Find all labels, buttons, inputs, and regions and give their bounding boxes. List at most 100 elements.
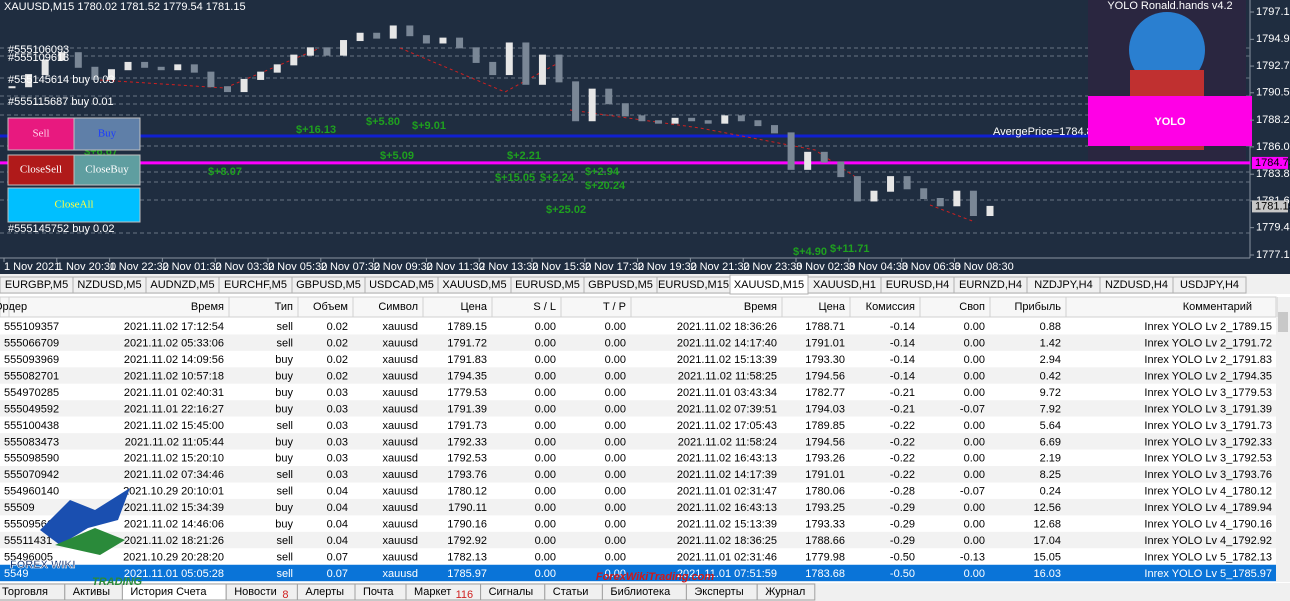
logo-shape [40, 488, 130, 545]
table-cell: -0.07 [960, 403, 985, 415]
table-row[interactable] [0, 482, 1276, 499]
table-cell: 1789.85 [805, 420, 845, 432]
column-header[interactable]: Своп [959, 301, 985, 313]
table-row[interactable] [0, 548, 1276, 565]
table-cell: 2021.11.02 14:09:56 [124, 354, 224, 366]
table-cell: 0.00 [535, 486, 556, 498]
bottom-tab-label[interactable]: Статьи [553, 586, 589, 598]
table-cell: sell [276, 338, 293, 350]
bottom-tab-label[interactable]: Эксперты [694, 586, 743, 598]
column-header[interactable]: Время [744, 301, 777, 313]
symbol-tab-label[interactable]: EURGBP,M5 [5, 279, 68, 291]
table-row[interactable] [0, 383, 1276, 401]
trade-button[interactable] [7, 187, 141, 223]
symbol-tab-label[interactable]: USDJPY,H4 [1180, 279, 1239, 291]
trade-button-label[interactable]: CloseSell [20, 164, 62, 176]
symbol-tab-label[interactable]: NZDUSD,M5 [77, 279, 141, 291]
column-header[interactable]: Символ [378, 301, 418, 313]
symbol-tab-label[interactable]: GBPUSD,M5 [588, 279, 653, 291]
table-row[interactable] [0, 334, 1276, 351]
table-row[interactable] [0, 350, 1276, 368]
bottom-tab-label[interactable]: История Счета [130, 586, 207, 598]
symbol-tab-label[interactable]: XAUUSD,M5 [442, 279, 506, 291]
table-row[interactable] [0, 367, 1276, 384]
trade-button[interactable] [73, 117, 141, 151]
table-row[interactable] [0, 498, 1276, 516]
trade-button[interactable] [7, 154, 75, 186]
table-cell: 2021.11.01 02:31:47 [677, 486, 777, 498]
column-header[interactable]: Комиссия [866, 301, 915, 313]
candle [787, 132, 795, 170]
trade-button-label[interactable]: CloseBuy [85, 164, 129, 176]
symbol-tab-label[interactable]: EURNZD,H4 [959, 279, 1022, 291]
column-header[interactable]: Объем [313, 301, 348, 313]
table-cell: 0.00 [964, 469, 985, 481]
trade-button[interactable] [7, 117, 75, 151]
column-header[interactable]: Цена [819, 301, 846, 313]
table-cell: 2021.11.02 14:46:06 [124, 519, 224, 531]
symbol-tab-label[interactable]: USDCAD,M5 [369, 279, 434, 291]
table-row[interactable] [0, 416, 1276, 434]
table-cell: 2021.11.01 02:31:46 [677, 551, 777, 563]
profit-label: $+11.71 [830, 243, 869, 255]
table-cell: 0.00 [535, 420, 556, 432]
symbol-tab-label[interactable]: EURUSD,M5 [515, 279, 580, 291]
candle [522, 42, 530, 85]
trade-button-label[interactable]: CloseAll [54, 199, 93, 211]
symbol-tab-label[interactable]: EURCHF,M5 [224, 279, 287, 291]
symbol-tab-label[interactable]: XAUUSD,H1 [813, 279, 876, 291]
bottom-tab-label[interactable]: Почта [363, 586, 394, 598]
table-cell: 1791.83 [447, 354, 487, 366]
bottom-tab-label[interactable]: Торговля [2, 586, 48, 598]
bottom-tab-label[interactable]: Библиотека [610, 586, 671, 598]
table-row[interactable] [0, 466, 1276, 483]
table-cell: 55509561 [4, 519, 53, 531]
price-tick-label: 1797.15 [1256, 6, 1290, 18]
scrollbar[interactable] [1276, 297, 1290, 582]
bottom-tab-label[interactable]: Алерты [305, 586, 344, 598]
table-row[interactable] [0, 564, 1276, 582]
trade-button-label[interactable]: Buy [98, 128, 117, 140]
bottom-tab-label[interactable]: Сигналы [489, 586, 534, 598]
column-header[interactable]: S / L [533, 301, 556, 313]
column-header[interactable]: T / P [603, 301, 626, 313]
candle [373, 32, 381, 39]
column-header[interactable]: Комментарий [1183, 301, 1252, 313]
bottom-tab-label[interactable]: Журнал [765, 586, 805, 598]
bottom-tab[interactable] [756, 583, 816, 601]
table-row[interactable] [0, 400, 1276, 417]
table-row[interactable] [0, 318, 1276, 335]
bottom-tab-label[interactable]: Новости [234, 586, 277, 598]
symbol-tab-label[interactable]: AUDNZD,M5 [150, 279, 214, 291]
table-row[interactable] [0, 433, 1276, 450]
table-cell: buy [275, 519, 293, 531]
symbol-tab-label[interactable]: NZDUSD,H4 [1105, 279, 1168, 291]
scroll-thumb[interactable] [1278, 312, 1288, 332]
column-header[interactable]: Тип [275, 301, 293, 313]
symbol-tab[interactable] [1172, 276, 1247, 294]
symbol-tab-label[interactable]: GBPUSD,M5 [296, 279, 361, 291]
table-row[interactable] [0, 449, 1276, 467]
table-cell: xauusd [383, 387, 418, 399]
symbol-tab-label[interactable]: EURUSD,M15 [658, 279, 729, 291]
symbol-tab-label[interactable]: EURUSD,H4 [886, 279, 950, 291]
column-header[interactable]: Ордер [0, 301, 27, 313]
column-header[interactable]: Время [191, 301, 224, 313]
table-row[interactable] [0, 515, 1276, 532]
trade-button-label[interactable]: Sell [32, 128, 49, 140]
table-cell: -0.22 [890, 436, 915, 448]
trade-button[interactable] [73, 154, 141, 186]
table-cell: 0.02 [327, 354, 348, 366]
symbol-tab-label[interactable]: XAUUSD,M15 [734, 279, 804, 291]
bottom-tab-label[interactable]: Активы [73, 586, 110, 598]
bottom-tab-label[interactable]: Маркет [414, 586, 451, 598]
table-cell: 1793.76 [447, 469, 487, 481]
table-cell: 1793.33 [805, 519, 845, 531]
table-row[interactable] [0, 531, 1276, 549]
table-cell: -0.50 [890, 551, 915, 563]
candle [969, 190, 977, 217]
column-header[interactable]: Цена [461, 301, 488, 313]
symbol-tab-label[interactable]: NZDJPY,H4 [1034, 279, 1092, 291]
column-header[interactable]: Прибыль [1014, 301, 1061, 313]
table-cell: 0.03 [327, 420, 348, 432]
